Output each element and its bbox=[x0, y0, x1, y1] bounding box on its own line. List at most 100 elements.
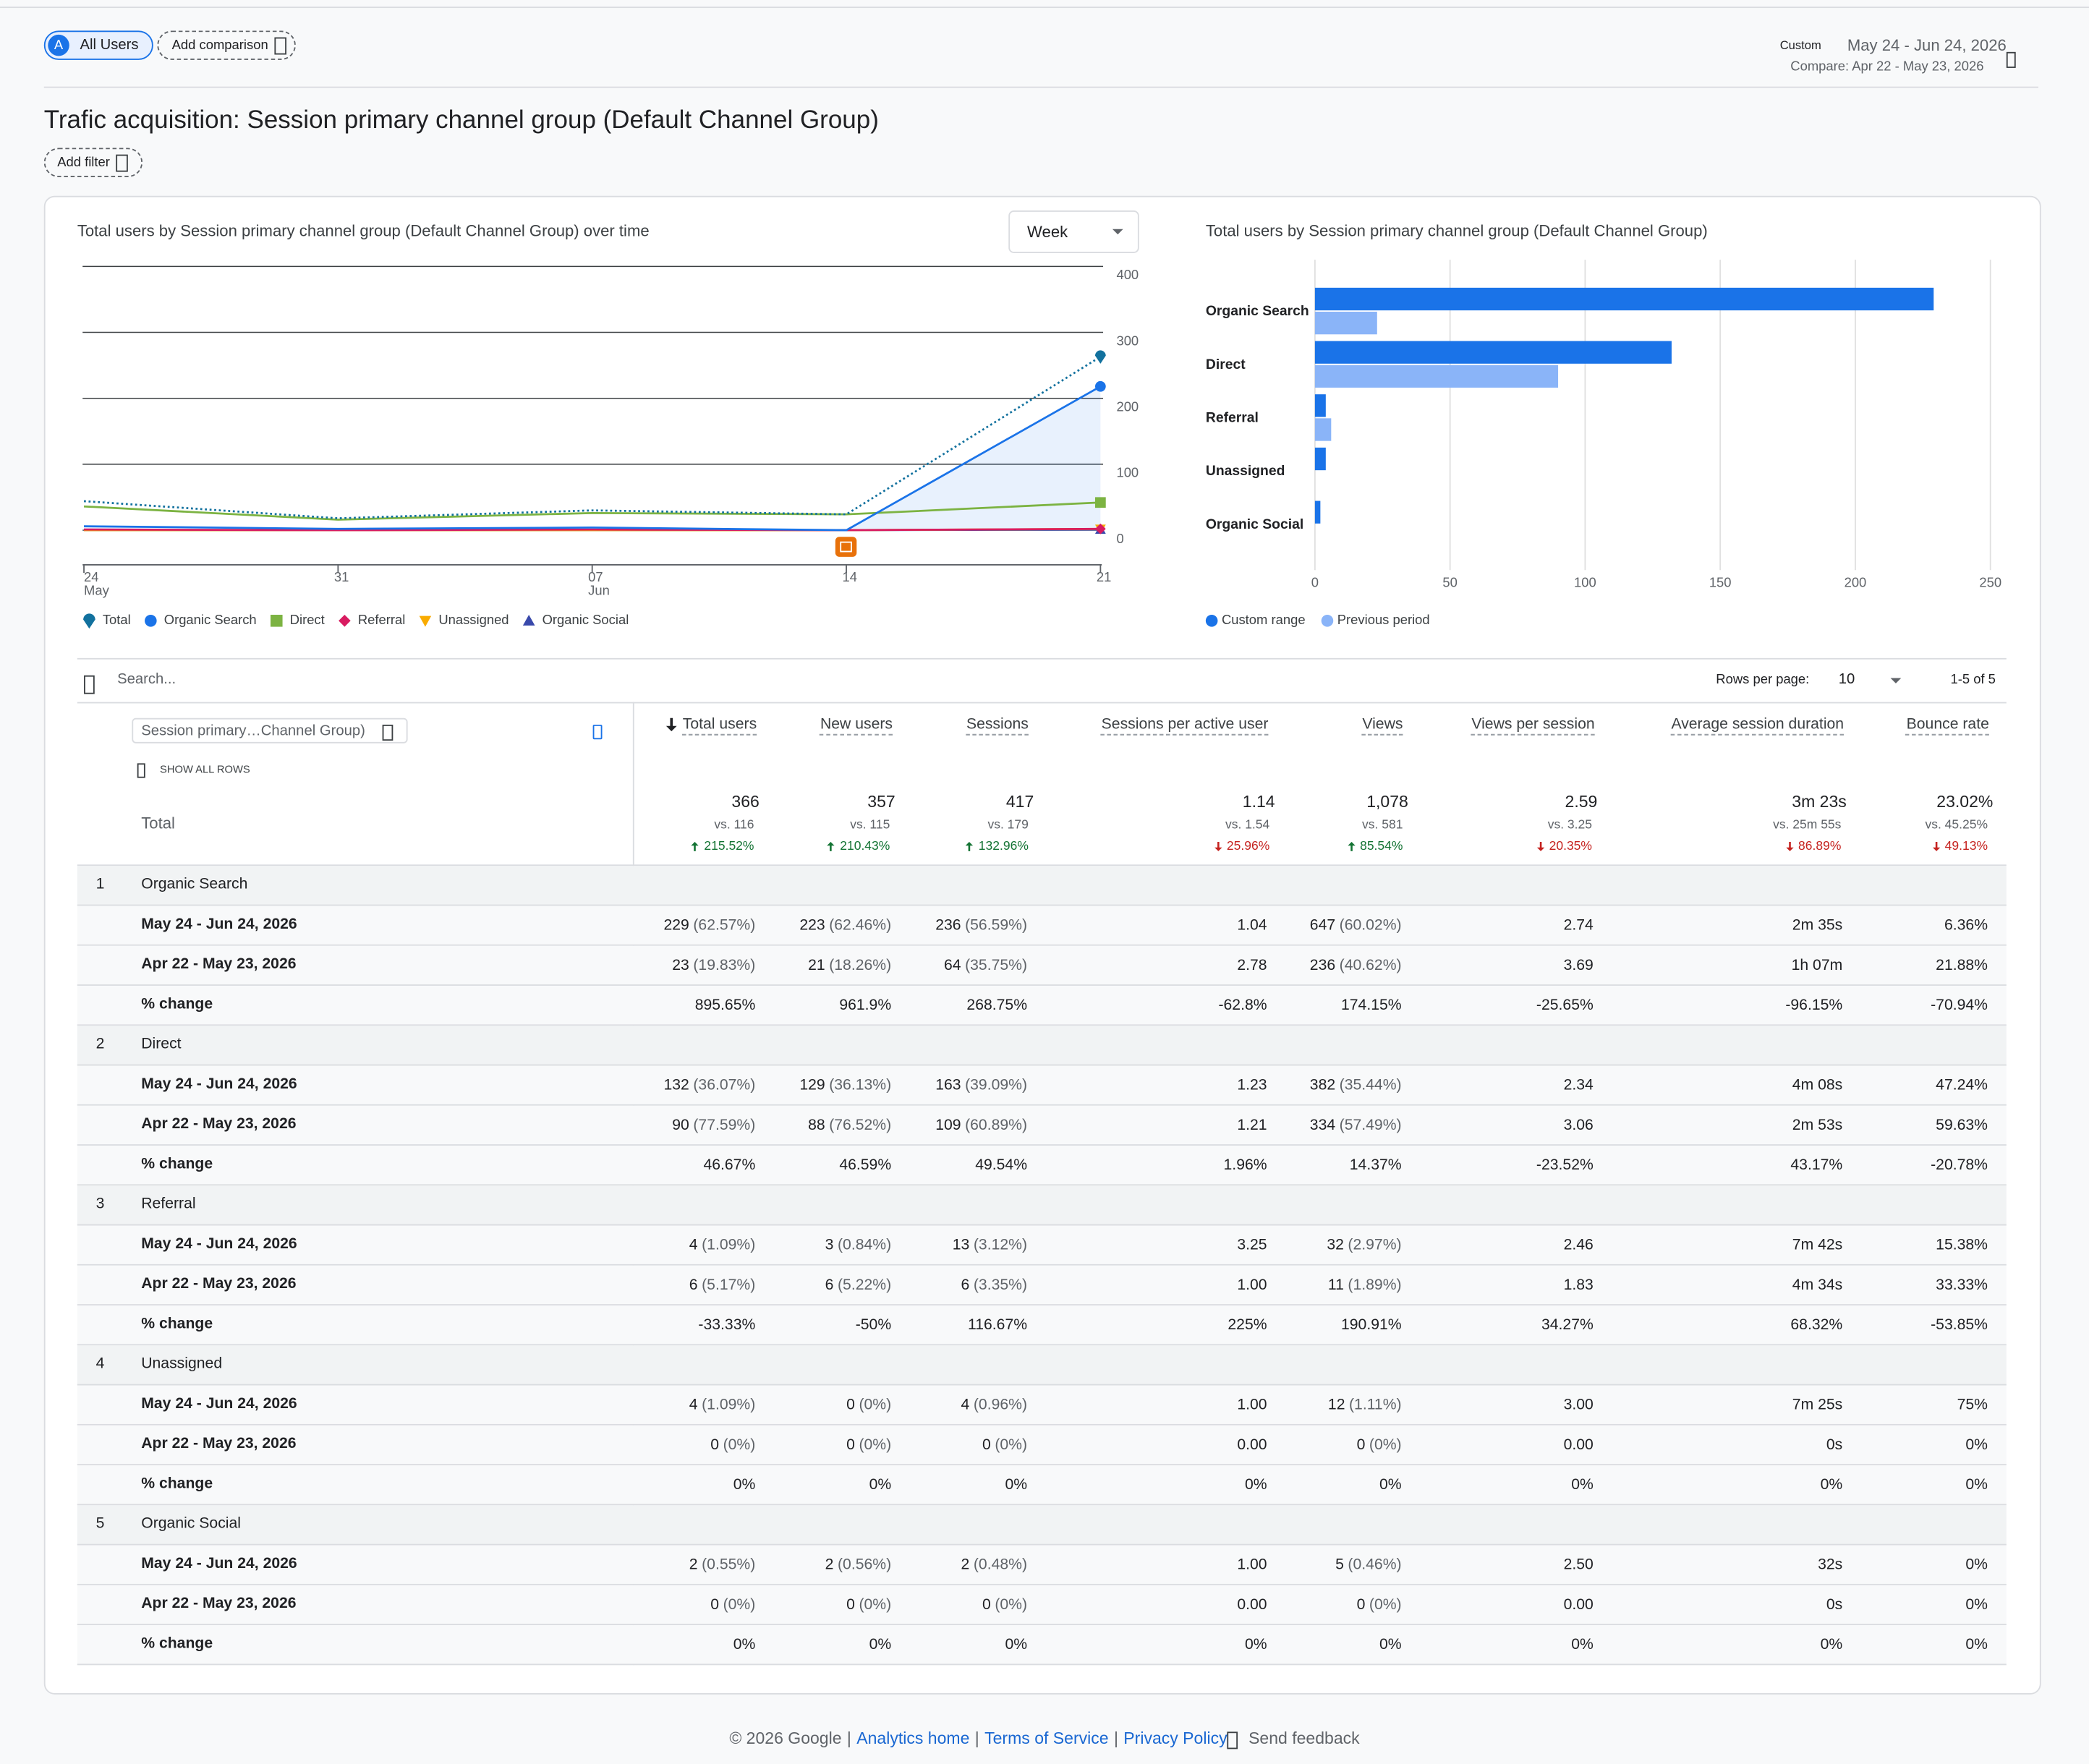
segment-label: All Users bbox=[80, 37, 139, 54]
search-icon[interactable] bbox=[84, 675, 95, 694]
segment-badge: A bbox=[48, 34, 69, 56]
cell-value: 0% bbox=[733, 1477, 756, 1494]
feedback-link[interactable]: Send feedback bbox=[1248, 1728, 1360, 1747]
cell-share: (0%) bbox=[1369, 1437, 1402, 1454]
column-header[interactable]: Bounce rate bbox=[1456, 717, 1989, 733]
bar bbox=[1314, 287, 1934, 311]
rows-caret[interactable] bbox=[1890, 678, 1902, 683]
cell: 0 (0%) bbox=[494, 1436, 1027, 1455]
cell-share: (1.89%) bbox=[1348, 1277, 1402, 1294]
add-filter-chip[interactable]: Add filter bbox=[43, 148, 143, 177]
show-all-rows[interactable]: SHOW ALL ROWS bbox=[160, 763, 250, 776]
arrow bbox=[827, 842, 835, 851]
cell-value: 90 bbox=[672, 1117, 689, 1134]
cell-value: 3.69 bbox=[1563, 958, 1594, 974]
cell-value: 3.25 bbox=[1237, 1237, 1267, 1254]
cell-share: (0.48%) bbox=[973, 1557, 1028, 1574]
cell-value: 190.91% bbox=[1340, 1317, 1402, 1334]
footer-link[interactable]: Terms of Service bbox=[984, 1728, 1109, 1747]
cell: 33.33% bbox=[1455, 1276, 1988, 1295]
legend-marker bbox=[522, 615, 535, 626]
column-header[interactable]: Total users bbox=[224, 717, 757, 733]
cell-share: (3.35%) bbox=[973, 1277, 1028, 1294]
footer-link[interactable]: Privacy Policy bbox=[1123, 1728, 1228, 1747]
total-change: 210.43% bbox=[357, 839, 890, 854]
cell-share: (0%) bbox=[859, 1437, 892, 1454]
cell: 0% bbox=[358, 1476, 892, 1495]
column-header[interactable]: New users bbox=[359, 717, 893, 733]
legend-label: Referral bbox=[358, 612, 405, 627]
calendar-icon[interactable] bbox=[2006, 51, 2016, 68]
granularity-dropdown[interactable]: Week bbox=[1008, 210, 1139, 253]
line bbox=[84, 385, 1102, 532]
column-header[interactable]: Views per session bbox=[1062, 717, 1594, 733]
cell-share: (2.97%) bbox=[1348, 1237, 1402, 1254]
column-header[interactable]: Average session duration bbox=[1311, 717, 1844, 733]
annotation-icon[interactable] bbox=[835, 537, 857, 557]
data-row bbox=[77, 1105, 2007, 1146]
cell: 2 (0.48%) bbox=[494, 1556, 1028, 1575]
data-row bbox=[77, 1265, 2007, 1306]
cell: 4m 08s bbox=[1310, 1076, 1842, 1095]
row-index: 5 bbox=[95, 1516, 105, 1533]
cell: 0 (0%) bbox=[869, 1436, 1402, 1455]
cell: 23 (19.83%) bbox=[223, 956, 755, 975]
dimension-picker[interactable]: Session primary…Channel Group) bbox=[132, 717, 408, 743]
cell-share: (77.59%) bbox=[693, 1117, 756, 1134]
cell-value: 75% bbox=[1957, 1397, 1988, 1414]
cell-value: 0% bbox=[1379, 1477, 1402, 1494]
group-name: Referral bbox=[141, 1196, 196, 1213]
segment-chip[interactable]: A All Users bbox=[43, 30, 153, 60]
cell: 11 (1.89%) bbox=[869, 1276, 1402, 1295]
cell-value: 21.88% bbox=[1936, 958, 1988, 974]
column-header[interactable]: Views bbox=[870, 717, 1403, 733]
date-range[interactable]: May 24 - Jun 24, 2026 bbox=[1847, 35, 2007, 55]
annotation-box bbox=[835, 537, 857, 557]
period-label: % change bbox=[141, 996, 213, 1013]
column-header[interactable]: Sessions bbox=[495, 717, 1029, 733]
group-name: Organic Social bbox=[141, 1516, 241, 1533]
period-label: Apr 22 - May 23, 2026 bbox=[141, 1276, 297, 1292]
cell-value: 0% bbox=[1965, 1557, 1988, 1574]
cell-value: 0% bbox=[1820, 1637, 1843, 1653]
total-value: 1,078 bbox=[1366, 791, 1408, 811]
cell-value: 34.27% bbox=[1541, 1317, 1594, 1334]
checkbox[interactable] bbox=[137, 763, 145, 778]
cell-value: 6 bbox=[961, 1277, 970, 1294]
period-label: Apr 22 - May 23, 2026 bbox=[141, 1595, 297, 1612]
cell-value: 49.54% bbox=[975, 1157, 1028, 1174]
cell-share: (39.09%) bbox=[965, 1078, 1028, 1094]
point bbox=[1094, 350, 1106, 364]
header-rule bbox=[43, 86, 2039, 88]
cell: 2.34 bbox=[1060, 1076, 1594, 1095]
cell: 2m 53s bbox=[1310, 1116, 1842, 1135]
search-input[interactable]: Search... bbox=[117, 672, 176, 689]
cell: 382 (35.44%) bbox=[869, 1076, 1402, 1095]
cell: 2 (0.55%) bbox=[223, 1556, 756, 1575]
cell-share: (3.12%) bbox=[973, 1237, 1028, 1254]
column-header[interactable]: Sessions per active user bbox=[736, 717, 1269, 733]
add-comparison-chip[interactable]: Add comparison bbox=[157, 30, 297, 60]
cell-value: 43.17% bbox=[1790, 1157, 1843, 1174]
x-tick-label: 150 bbox=[1709, 575, 1732, 590]
x-tick-label: 50 bbox=[1442, 575, 1457, 590]
legend-marker bbox=[83, 613, 95, 629]
period-label: May 24 - Jun 24, 2026 bbox=[141, 1556, 297, 1572]
pagination: 1-5 of 5 bbox=[1950, 673, 1996, 688]
area bbox=[84, 386, 1101, 531]
cell-share: (1.09%) bbox=[702, 1397, 756, 1414]
rows-per-page[interactable]: 10 bbox=[1838, 672, 1855, 689]
footer-link[interactable]: Analytics home bbox=[856, 1728, 970, 1747]
cell-value: 0 bbox=[710, 1437, 720, 1454]
cell: 1.96% bbox=[734, 1156, 1267, 1175]
cell-value: 0% bbox=[1571, 1637, 1594, 1653]
cell: -20.78% bbox=[1455, 1156, 1988, 1175]
cell-value: 129 bbox=[799, 1078, 825, 1094]
cell-value: 225% bbox=[1228, 1317, 1267, 1334]
table-settings-icon[interactable] bbox=[592, 724, 603, 740]
cell-value: 0 bbox=[1356, 1597, 1366, 1614]
total-compare: vs. 25m 55s bbox=[1773, 818, 1842, 833]
column-header-label: Average session duration bbox=[1671, 716, 1845, 733]
y-tick-label: 100 bbox=[1116, 465, 1139, 480]
